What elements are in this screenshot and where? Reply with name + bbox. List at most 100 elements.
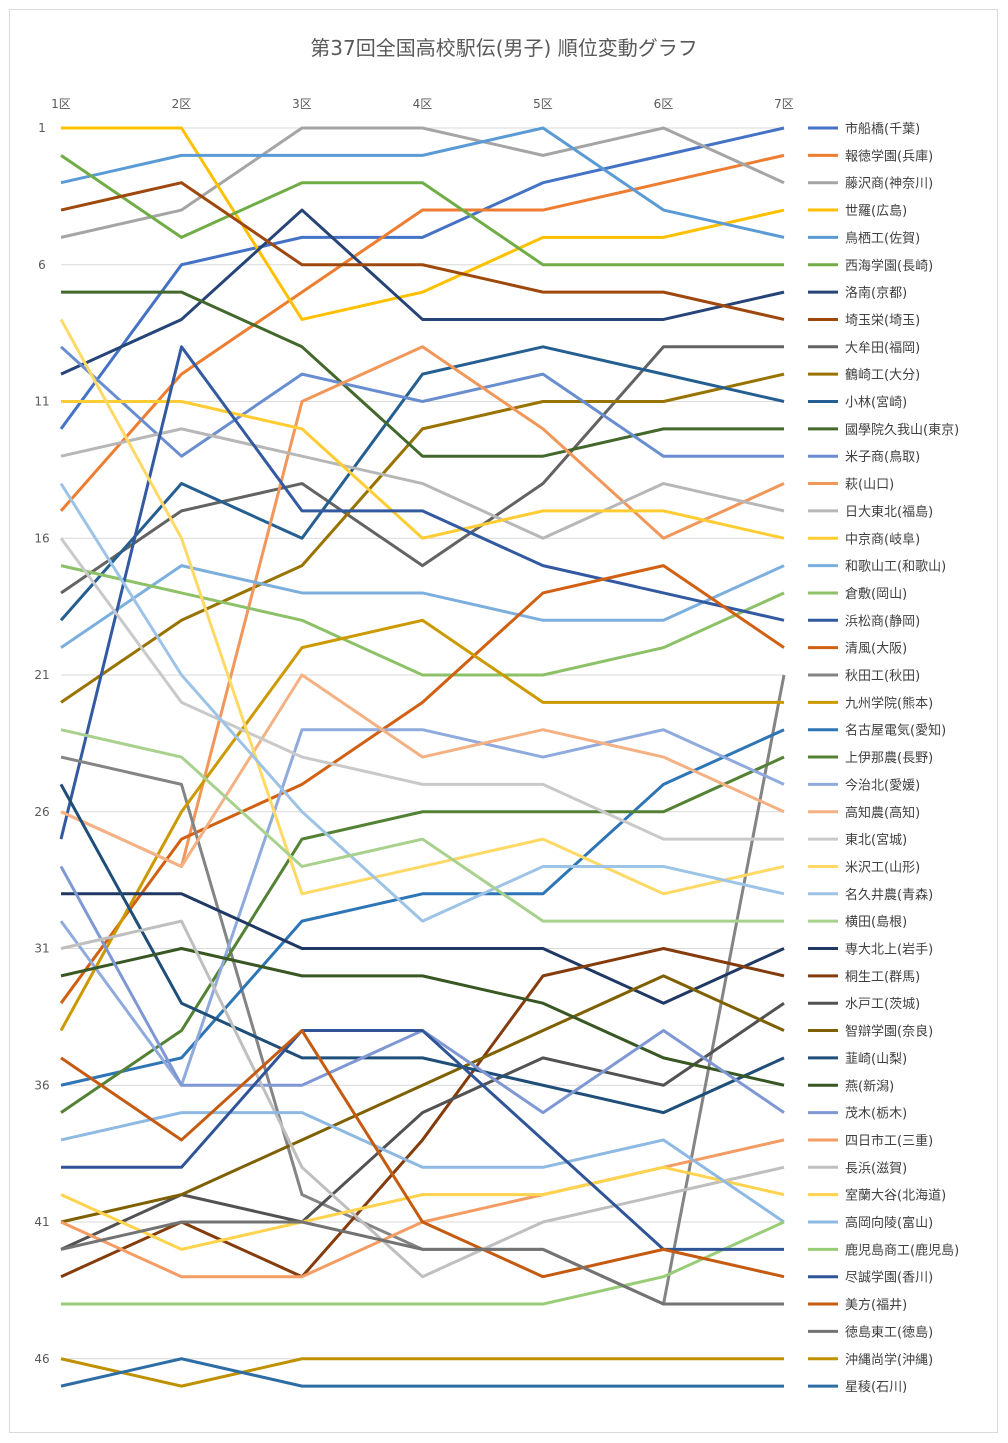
legend-label: 洛南(京都) <box>845 285 907 301</box>
series-line <box>61 290 784 458</box>
chart-title: 第37回全国高校駅伝(男子) 順位変動グラフ <box>310 36 698 60</box>
series-line <box>61 126 785 321</box>
y-tick-label: 21 <box>34 668 49 682</box>
legend-label: 長浜(滋賀) <box>845 1161 907 1176</box>
legend-label: 中京商(岐阜) <box>845 531 920 547</box>
series-line <box>60 1165 785 1251</box>
series-line <box>60 1220 784 1306</box>
legend-label: 尽誠学園(香川) <box>845 1270 933 1286</box>
legend-label: 倉敷(岡山) <box>845 587 907 602</box>
legend-label: 米沢工(山形) <box>845 860 920 875</box>
series-line <box>60 345 785 868</box>
legend-label: 西海学園(長崎) <box>845 258 933 274</box>
series-line <box>59 537 784 841</box>
series-line <box>60 181 785 321</box>
x-tick-label: 6区 <box>654 97 674 111</box>
series-line <box>59 153 785 512</box>
series-line <box>59 783 785 1115</box>
x-tick-label: 7区 <box>774 97 794 111</box>
legend-label: 茂木(栃木) <box>845 1107 907 1122</box>
y-tick-label: 31 <box>34 942 49 956</box>
y-tick-label: 41 <box>34 1215 49 1229</box>
y-tick-label: 36 <box>34 1078 49 1092</box>
legend-label: 米子商(鳥取) <box>845 450 920 465</box>
legend-label: 萩(山口) <box>845 478 894 493</box>
series-line <box>59 345 785 622</box>
legend-label: 和歌山工(和歌山) <box>845 560 946 575</box>
legend-label: 名古屋電気(愛知) <box>845 723 946 739</box>
series-line <box>60 728 785 1087</box>
series-line <box>60 1029 785 1279</box>
series-line <box>61 400 785 540</box>
y-tick-label: 6 <box>38 258 46 272</box>
legend-label: 横田(島根) <box>845 915 907 930</box>
legend-label: 水戸工(茨城) <box>845 997 920 1012</box>
series-line <box>60 1357 784 1388</box>
x-tick-label: 4区 <box>413 97 433 111</box>
series-line <box>60 1111 785 1224</box>
legend: 市船橋(千葉) 報徳学園(兵庫) 藤沢商(神奈川) 世羅(広島) 鳥栖工(佐賀) 西海学園… <box>808 121 959 1395</box>
series-line <box>60 126 785 239</box>
x-tick-label: 2区 <box>172 97 192 111</box>
series-line <box>60 372 785 704</box>
series-line <box>61 892 785 1005</box>
legend-label: 韮崎(山梨) <box>845 1052 907 1067</box>
legend-label: 智辯学園(奈良) <box>845 1024 933 1040</box>
legend-label: 桐生工(群馬) <box>845 970 920 985</box>
series-line <box>59 345 784 458</box>
series-line <box>59 345 785 840</box>
legend-label: 沖縄尚学(沖縄) <box>845 1352 933 1368</box>
series-line <box>60 345 784 595</box>
legend-label: 徳島東工(徳島) <box>845 1324 933 1340</box>
legend-label: 鳥栖工(佐賀) <box>845 231 920 246</box>
legend-label: 小林(宮崎) <box>845 395 907 411</box>
legend-label: 浜松商(静岡) <box>845 614 920 629</box>
legend-label: 美方(福井) <box>845 1297 907 1313</box>
legend-label: 四日市工(三重) <box>845 1133 933 1149</box>
legend-label: 高知農(高知) <box>845 805 920 821</box>
x-axis-labels: 1区 2区 3区 4区 5区 6区 7区 <box>51 97 794 111</box>
legend-label: 東北(宮城) <box>845 832 907 848</box>
y-tick-label: 26 <box>34 805 49 819</box>
series-line <box>61 1220 785 1306</box>
y-tick-label: 1 <box>38 121 46 135</box>
series-line <box>60 427 785 540</box>
legend-label: 上伊那農(長野) <box>845 751 933 766</box>
gridlines <box>61 127 784 1360</box>
series-line <box>60 564 785 649</box>
series-line <box>59 618 784 1032</box>
legend-label: 埼玉栄(埼玉) <box>845 313 920 328</box>
series-line <box>60 208 785 376</box>
series-line <box>60 1138 785 1279</box>
series-line <box>59 564 785 1005</box>
series-line <box>59 482 785 923</box>
legend-label: 専大北上(岩手) <box>845 943 933 958</box>
legend-label: 大牟田(福岡) <box>845 341 920 356</box>
legend-label: 高岡向陵(富山) <box>845 1215 933 1231</box>
legend-label: 日大東北(福島) <box>845 504 933 520</box>
series-line <box>60 728 784 923</box>
series-line <box>60 947 785 1087</box>
series-line <box>59 126 785 430</box>
legend-label: 今治北(愛媛) <box>845 777 920 793</box>
series-line <box>60 126 785 239</box>
legend-label: 藤沢商(神奈川) <box>845 177 933 192</box>
series-line <box>59 318 785 896</box>
series-line <box>60 564 785 677</box>
legend-label: 九州学院(熊本) <box>845 695 933 711</box>
series-line <box>60 673 785 868</box>
series-line <box>60 674 786 1306</box>
series-line <box>60 919 785 1279</box>
x-tick-label: 5区 <box>533 97 553 111</box>
series-lines <box>59 126 786 1388</box>
legend-label: 鹿児島商工(鹿児島) <box>845 1242 959 1258</box>
legend-label: 報徳学園(兵庫) <box>845 148 933 164</box>
legend-label: 室蘭大谷(北海道) <box>845 1188 946 1204</box>
legend-label: 清風(大阪) <box>845 642 907 657</box>
legend-label: 世羅(広島) <box>845 204 907 219</box>
legend-label: 燕(新潟) <box>845 1078 894 1094</box>
y-tick-label: 16 <box>34 531 49 545</box>
x-tick-label: 1区 <box>51 97 71 111</box>
